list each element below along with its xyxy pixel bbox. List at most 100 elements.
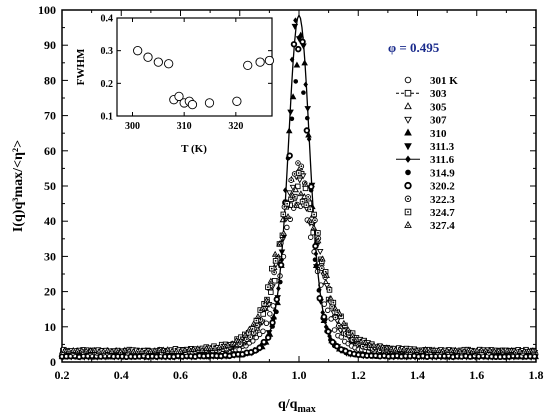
y-tick-label: 30	[44, 249, 56, 263]
point	[267, 311, 273, 317]
point	[426, 347, 434, 354]
legend-item: 311.3	[404, 141, 455, 153]
legend-marker	[405, 155, 411, 163]
point	[443, 347, 451, 354]
point	[293, 79, 299, 84]
point	[61, 347, 68, 354]
point	[325, 328, 332, 335]
point	[383, 344, 391, 351]
legend-item: 301 K	[404, 75, 458, 87]
point	[312, 217, 318, 224]
legend-marker	[404, 143, 412, 151]
point	[274, 309, 279, 315]
legend-label: 307	[430, 115, 447, 127]
main-axis-ticks	[61, 9, 537, 363]
point	[268, 265, 275, 272]
point	[336, 310, 343, 317]
point	[263, 320, 270, 326]
inset-y-tick-label: 0.1	[101, 112, 114, 123]
point	[117, 348, 124, 355]
x-tick-label: 0.6	[173, 368, 188, 382]
y-tick-label: 40	[44, 214, 56, 228]
legend-item: 320.2	[404, 181, 455, 193]
point	[290, 41, 298, 48]
y-tick-label: 10	[44, 320, 56, 334]
inset-y-tick-label: 0.2	[101, 79, 114, 90]
point	[400, 345, 408, 352]
point	[155, 346, 163, 353]
point	[295, 183, 301, 190]
legend-item: 303	[396, 88, 447, 100]
x-tick-label: 1.8	[529, 368, 544, 382]
point	[284, 201, 290, 207]
y-tick-label: 80	[44, 73, 56, 87]
inset-x-tick-label: 320	[228, 121, 243, 132]
point	[246, 325, 253, 332]
point	[331, 305, 339, 312]
point	[525, 347, 532, 354]
svg-text:q/qmax: q/qmax	[278, 397, 316, 415]
point	[392, 346, 399, 353]
point	[306, 217, 313, 224]
point	[499, 347, 507, 354]
point	[269, 319, 276, 326]
x-tick-label: 1.2	[351, 368, 366, 382]
legend-label: 322.3	[430, 194, 455, 206]
point	[100, 348, 107, 354]
point	[320, 313, 328, 321]
series-303	[60, 171, 536, 356]
point	[147, 347, 154, 354]
point	[211, 344, 219, 351]
point	[349, 332, 356, 339]
point	[284, 213, 292, 220]
point	[260, 328, 266, 334]
point	[293, 61, 301, 68]
point	[267, 277, 275, 284]
point	[422, 345, 429, 352]
point	[435, 346, 442, 353]
point	[95, 348, 103, 355]
legend-marker	[404, 128, 412, 136]
point	[327, 295, 335, 302]
point	[220, 342, 227, 349]
legend-label: 310	[430, 128, 447, 140]
legend-label: 320.2	[430, 181, 455, 193]
point	[303, 81, 308, 88]
point	[516, 347, 524, 354]
point	[261, 300, 267, 307]
point	[260, 311, 266, 317]
legend-label: 324.7	[430, 207, 455, 219]
legend-label: 301 K	[430, 75, 458, 87]
x-tick-label: 0.4	[114, 368, 129, 382]
point	[276, 240, 283, 247]
point	[289, 93, 297, 100]
point	[252, 347, 259, 354]
inset-point	[232, 96, 242, 106]
legend-label: 314.9	[430, 167, 455, 179]
point	[379, 343, 386, 350]
phi-annotation: φ = 0.495	[388, 40, 440, 55]
point	[264, 334, 272, 341]
x-tick-label: 1.6	[469, 368, 484, 382]
point	[332, 314, 339, 321]
point	[417, 347, 425, 354]
inset-points-layer	[133, 46, 275, 110]
legend-marker	[404, 102, 412, 110]
point	[307, 183, 315, 190]
main-axis-tick-labels: 0.2 0.4 0.6 0.8 1.0 1.2 1.4 1.6 1.8 0 10 20 30 40 50 60…	[38, 3, 544, 382]
point	[284, 224, 290, 231]
point	[177, 347, 184, 354]
legend-marker	[404, 89, 412, 97]
point	[304, 115, 310, 121]
point	[280, 229, 288, 236]
series-301-k	[59, 201, 539, 357]
point	[207, 344, 215, 351]
inset-point	[204, 98, 215, 108]
x-tick-label: 1.0	[292, 368, 307, 382]
point	[203, 344, 210, 351]
series-324.7	[61, 170, 537, 355]
point	[456, 347, 464, 354]
point	[78, 347, 86, 354]
x-tick-label: 1.4	[410, 368, 425, 382]
point	[286, 152, 293, 159]
